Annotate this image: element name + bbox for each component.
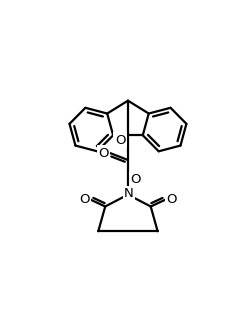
Text: O: O	[115, 134, 125, 147]
Text: O: O	[79, 193, 90, 206]
Text: O: O	[98, 147, 108, 160]
Text: N: N	[124, 187, 134, 200]
Text: O: O	[131, 173, 141, 186]
Text: O: O	[166, 193, 177, 206]
